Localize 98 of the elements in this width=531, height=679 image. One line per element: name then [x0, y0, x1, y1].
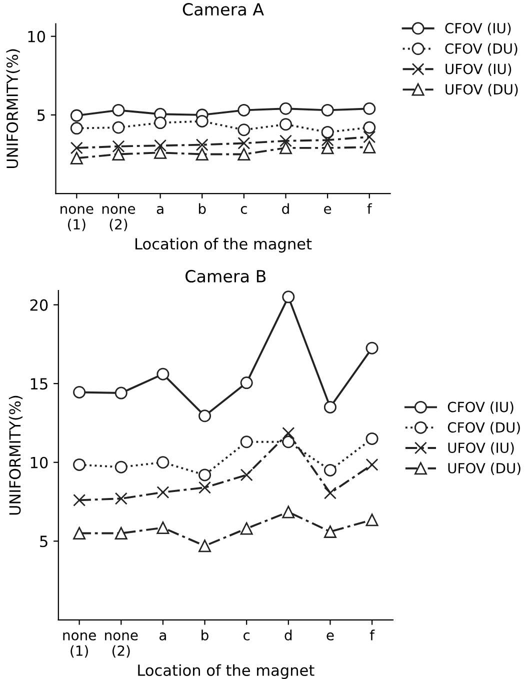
point	[114, 386, 128, 400]
point	[324, 464, 336, 476]
point	[196, 114, 208, 128]
x-tick-label: d	[284, 630, 292, 640]
point	[366, 514, 378, 526]
point	[279, 142, 292, 154]
point	[70, 109, 83, 122]
x-tick-label: e	[324, 206, 332, 214]
legend-label: UFOV (IU)	[446, 63, 512, 76]
point	[282, 426, 295, 440]
x-tick-label: none (1)	[63, 632, 96, 658]
y-tick-label: 10	[28, 30, 46, 42]
x-tick-label: none (2)	[105, 632, 138, 658]
legend-label: UFOV (DU)	[448, 462, 520, 476]
x-tick-label: b	[198, 203, 206, 214]
point	[73, 527, 86, 540]
point	[363, 140, 376, 154]
point	[279, 118, 292, 131]
point	[363, 121, 376, 134]
legend-label: CFOV (IU)	[445, 22, 511, 36]
point	[154, 146, 167, 159]
point	[238, 136, 250, 150]
x-tick-label: a	[160, 632, 166, 640]
y-tick-label: 15	[30, 378, 48, 390]
point	[282, 436, 295, 448]
point	[366, 458, 378, 471]
legend-label: CFOV (DU)	[445, 43, 518, 56]
point	[282, 290, 295, 304]
point	[240, 468, 253, 482]
x-axis-title: Location of the magnet	[138, 664, 314, 679]
point	[198, 468, 212, 482]
point	[321, 126, 334, 138]
x-tick-label: d	[282, 203, 289, 214]
legend-label: CFOV (DU)	[448, 422, 520, 434]
point	[154, 139, 167, 152]
point	[198, 481, 212, 494]
x-tick-label: none (2)	[102, 206, 136, 232]
y-tick-label: 20	[30, 299, 48, 311]
y-tick-label: 5	[37, 110, 45, 121]
point	[112, 140, 125, 153]
point	[240, 522, 253, 535]
point	[321, 134, 334, 146]
point	[73, 494, 86, 506]
point	[114, 492, 128, 505]
point	[70, 142, 83, 154]
point	[73, 386, 86, 398]
point	[324, 400, 336, 414]
point	[363, 130, 376, 144]
point	[238, 104, 250, 116]
point	[238, 124, 250, 136]
point	[156, 456, 170, 469]
x-tick-label: e	[326, 632, 334, 640]
x-tick-label: b	[202, 630, 208, 640]
point	[112, 104, 125, 116]
point	[114, 460, 128, 474]
point	[366, 342, 378, 354]
point	[156, 486, 170, 499]
legend-label: UFOV (IU)	[448, 442, 514, 455]
point	[240, 376, 253, 390]
y-tick-label: 5	[40, 536, 48, 548]
y-axis-title: UNIFORMITY(%)	[8, 396, 23, 515]
x-axis-title: Location of the magnet	[136, 238, 312, 253]
x-tick-label: c	[240, 206, 247, 214]
point	[363, 102, 376, 115]
point	[238, 148, 250, 160]
point	[154, 116, 167, 130]
x-tick-label: c	[244, 632, 250, 640]
y-axis-title: UNIFORMITY(%)	[6, 49, 20, 168]
point	[196, 148, 208, 160]
chart-title: Camera A	[182, 3, 264, 16]
point	[112, 121, 125, 134]
legend-label: CFOV (IU)	[448, 402, 514, 414]
x-tick-label: f	[367, 203, 372, 214]
point	[156, 368, 170, 380]
point	[73, 458, 86, 471]
x-tick-label: f	[370, 630, 375, 640]
point	[321, 142, 334, 154]
point	[279, 134, 292, 148]
point	[70, 152, 83, 164]
chart-title: Camera B	[186, 270, 266, 283]
point	[70, 122, 83, 135]
x-tick-label: none (1)	[60, 206, 94, 232]
point	[279, 102, 292, 115]
point	[196, 138, 208, 152]
point	[198, 540, 212, 552]
point	[156, 522, 170, 534]
point	[114, 527, 128, 540]
y-tick-label: 10	[30, 456, 48, 468]
point	[366, 432, 378, 445]
point	[198, 410, 212, 422]
x-tick-label: a	[156, 206, 164, 214]
point	[240, 436, 253, 448]
point	[324, 486, 336, 500]
legend-label: UFOV (DU)	[446, 84, 518, 96]
point	[282, 506, 295, 518]
point	[112, 148, 125, 160]
point	[321, 104, 334, 116]
point	[324, 525, 336, 538]
